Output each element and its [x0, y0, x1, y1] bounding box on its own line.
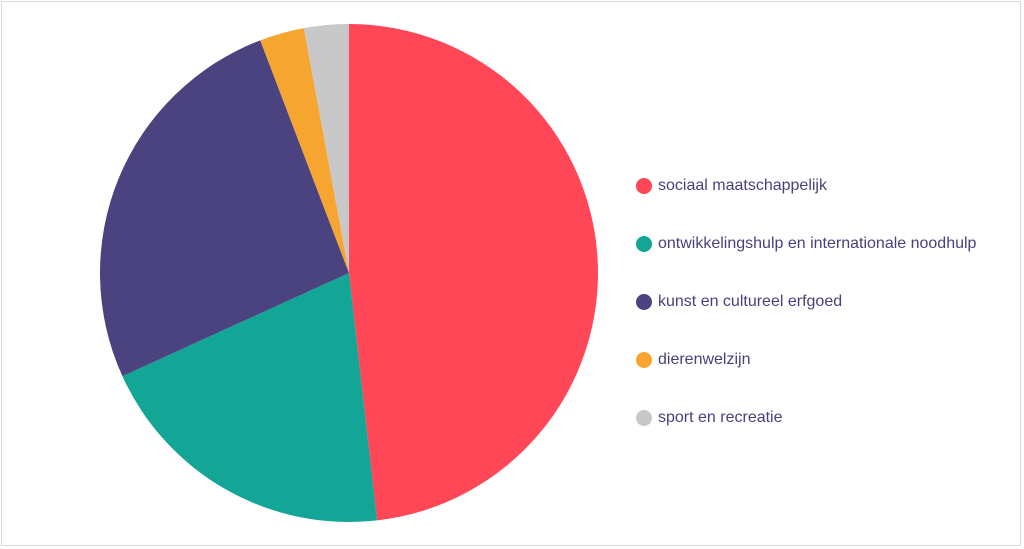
chart-legend: sociaal maatschappelijk ontwikkelingshulp… — [636, 172, 976, 432]
legend-item: ontwikkelingshulp en internationale nood… — [636, 230, 976, 258]
legend-dot — [636, 294, 652, 310]
legend-item: sport en recreatie — [636, 404, 976, 432]
legend-label: dierenwelzijn — [658, 351, 751, 368]
pie-slice-kunst-en-cultureel-erfgoed — [99, 40, 349, 377]
legend-item: kunst en cultureel erfgoed — [636, 288, 976, 316]
legend-label: sport en recreatie — [658, 409, 783, 426]
legend-label: ontwikkelingshulp en internationale nood… — [658, 235, 977, 252]
legend-item: dierenwelzijn — [636, 346, 976, 374]
legend-dot — [636, 178, 652, 194]
pie-slice-dierenwelzijn — [260, 28, 349, 274]
pie-slice-sport-en-recreatie — [303, 23, 349, 273]
legend-dot — [636, 352, 652, 368]
pie-slices — [99, 23, 599, 523]
legend-dot — [636, 236, 652, 252]
legend-label: sociaal maatschappelijk — [658, 177, 827, 194]
legend-dot — [636, 410, 652, 426]
legend-item: sociaal maatschappelijk — [636, 172, 976, 200]
pie-slice-ontwikkelingshulp-en-internationale-noodhulp — [122, 273, 378, 523]
pie-slice-sociaal-maatschappelijk — [349, 24, 599, 521]
legend-label: kunst en cultureel erfgoed — [658, 293, 843, 310]
